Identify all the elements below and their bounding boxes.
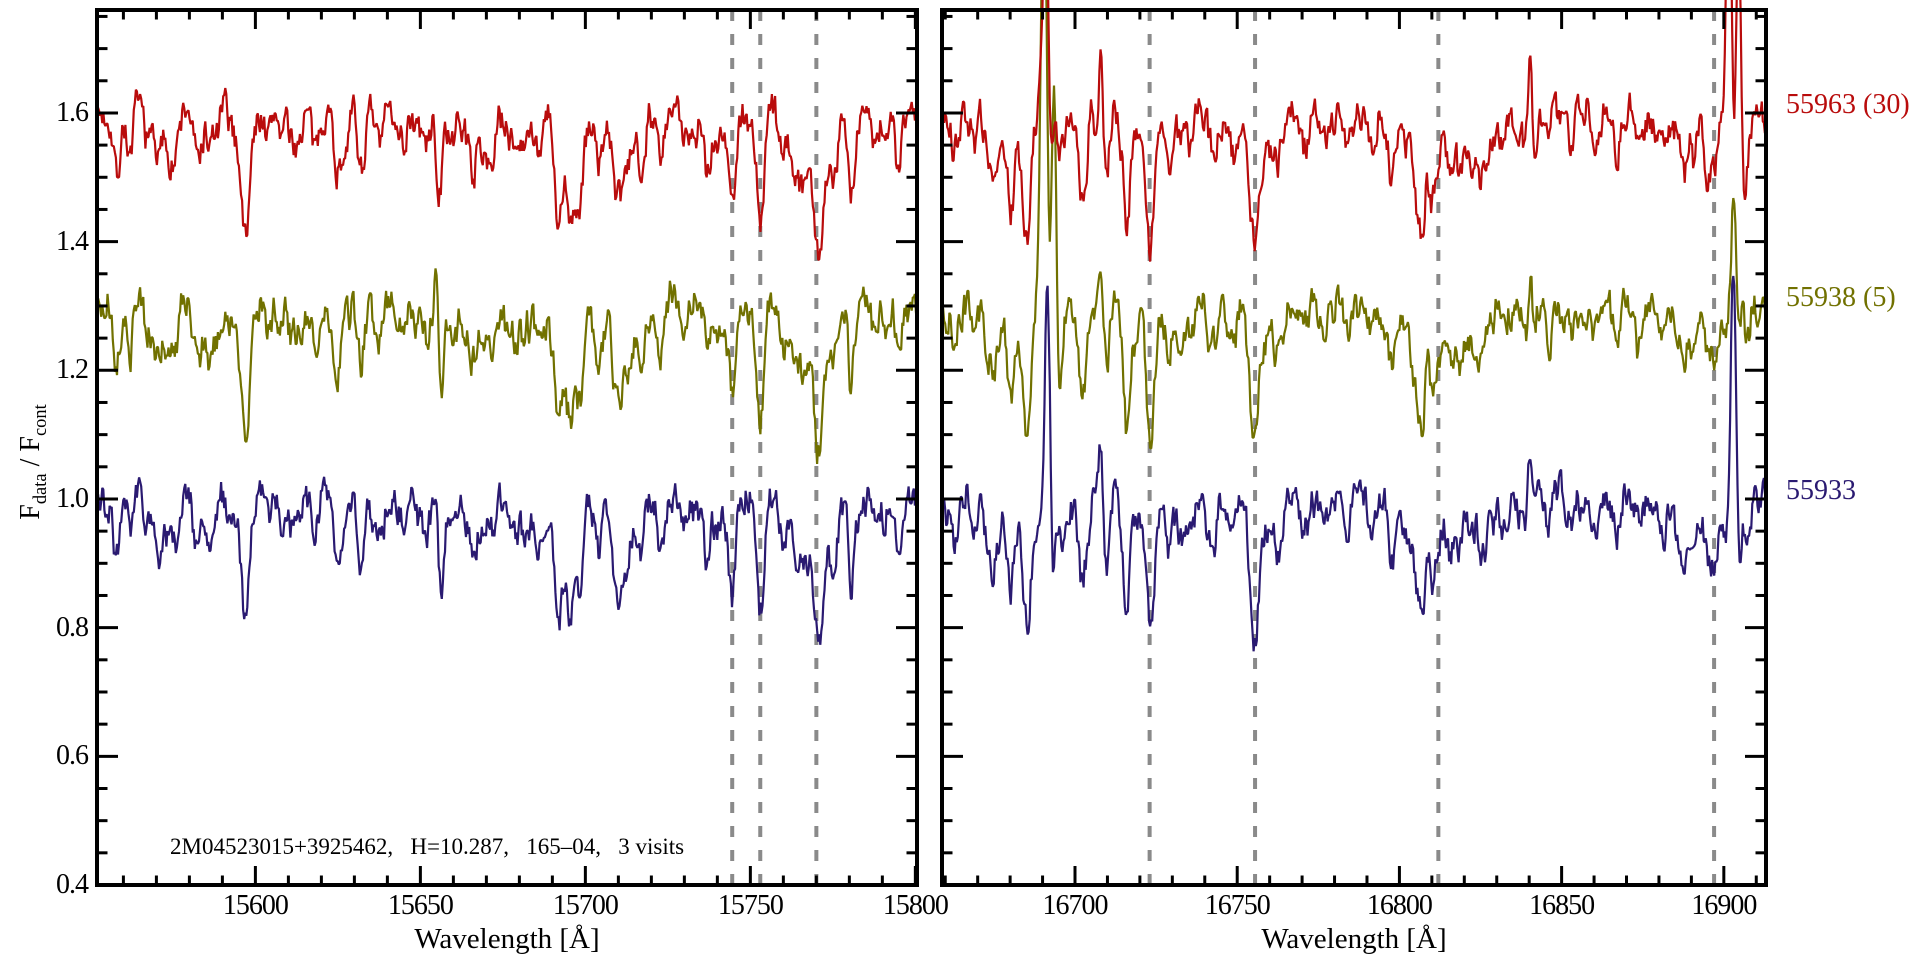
x-tick-label: 16700 xyxy=(1042,890,1109,921)
x-tick-label: 15800 xyxy=(882,890,949,921)
x-tick-label: 16800 xyxy=(1366,890,1433,921)
y-axis-title-f1: F xyxy=(15,504,47,520)
y-axis-title-sub1: data xyxy=(29,473,50,505)
x-tick-label: 16850 xyxy=(1529,890,1595,921)
y-axis-title-sub2: cont xyxy=(29,404,50,437)
series-label-55963: 55963 (30) xyxy=(1786,88,1910,120)
x-tick-label: 15600 xyxy=(222,890,289,921)
y-tick-label: 1.2 xyxy=(56,354,89,386)
y-tick-label: 0.8 xyxy=(56,611,89,643)
y-tick-label: 1.0 xyxy=(56,482,89,514)
y-axis-title-divider: / xyxy=(15,451,47,474)
target-annotation: 2M04523015+3925462, H=10.287, 165–04, 3 … xyxy=(170,834,685,859)
x-axis-title-right-panel: Wavelength [Å] xyxy=(1261,923,1447,955)
x-tick-label: 15750 xyxy=(717,890,784,921)
y-tick-label: 1.4 xyxy=(56,225,89,257)
x-tick-label: 16900 xyxy=(1691,890,1757,921)
y-axis-title: Fdata / Fcont xyxy=(15,404,51,520)
x-tick-label: 16750 xyxy=(1204,890,1271,921)
x-tick-label: 15700 xyxy=(552,890,619,921)
y-tick-label: 0.6 xyxy=(56,740,89,772)
series-label-55933: 55933 xyxy=(1786,474,1856,506)
y-axis-title-f2: F xyxy=(15,436,47,452)
y-tick-label: 1.6 xyxy=(56,96,89,128)
y-tick-label: 0.4 xyxy=(56,869,89,900)
x-tick-label: 15650 xyxy=(387,890,454,921)
x-axis-title-left-panel: Wavelength [Å] xyxy=(414,923,600,955)
series-label-55938: 55938 (5) xyxy=(1786,281,1896,313)
